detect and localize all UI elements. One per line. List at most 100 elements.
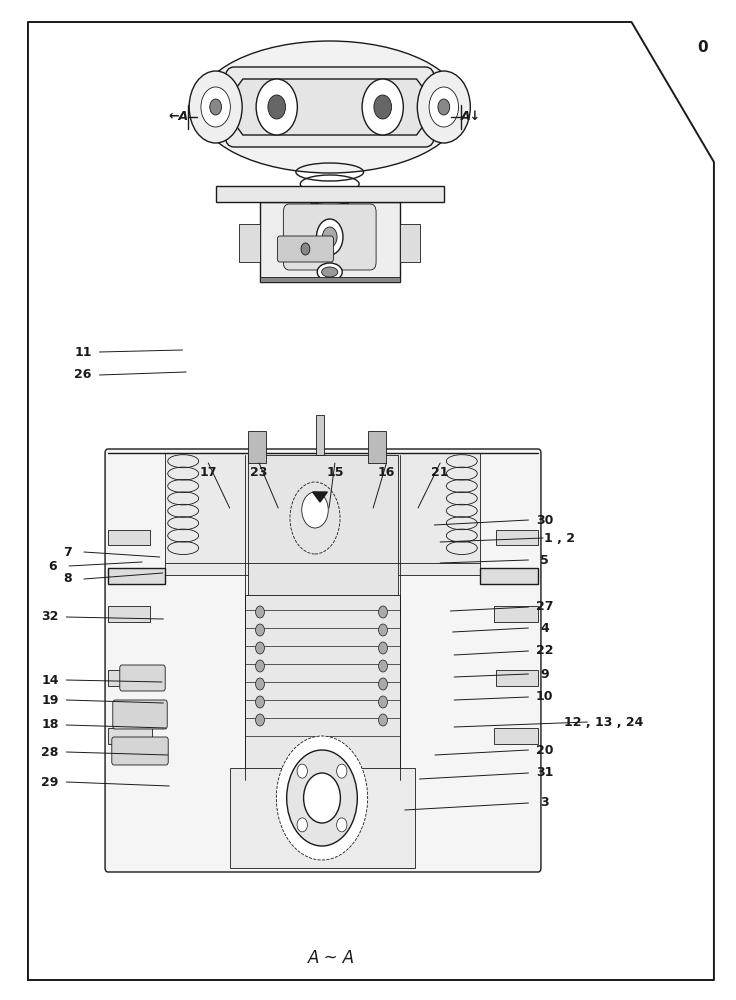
Bar — [260, 202, 400, 282]
Text: 22: 22 — [536, 645, 553, 658]
Circle shape — [277, 736, 368, 860]
Text: 28: 28 — [41, 746, 59, 758]
Circle shape — [301, 243, 310, 255]
Bar — [239, 224, 260, 262]
Circle shape — [297, 764, 308, 778]
Text: 3: 3 — [540, 796, 549, 810]
Text: 20: 20 — [536, 744, 553, 756]
Text: 12 , 13 , 24: 12 , 13 , 24 — [564, 716, 643, 728]
Circle shape — [438, 99, 450, 115]
FancyBboxPatch shape — [112, 737, 169, 765]
Circle shape — [378, 606, 387, 618]
Bar — [108, 670, 150, 686]
Circle shape — [362, 79, 403, 135]
Text: 21: 21 — [431, 466, 449, 480]
Circle shape — [287, 750, 357, 846]
Ellipse shape — [322, 267, 338, 277]
Text: 16: 16 — [378, 466, 395, 480]
Bar — [494, 606, 538, 622]
Circle shape — [378, 624, 387, 636]
Text: 32: 32 — [41, 610, 59, 624]
Bar — [248, 431, 266, 463]
Bar — [108, 606, 150, 622]
Circle shape — [297, 818, 308, 832]
Circle shape — [336, 764, 347, 778]
Bar — [316, 415, 325, 455]
Circle shape — [189, 71, 242, 143]
Circle shape — [429, 87, 459, 127]
Text: 5: 5 — [540, 554, 549, 566]
Bar — [496, 670, 538, 686]
Text: 0: 0 — [698, 39, 708, 54]
Text: 18: 18 — [41, 718, 59, 732]
Circle shape — [322, 227, 337, 247]
Ellipse shape — [317, 263, 342, 281]
FancyBboxPatch shape — [113, 700, 167, 729]
Text: 4: 4 — [540, 621, 549, 635]
Text: 1 , 2: 1 , 2 — [544, 532, 575, 544]
Text: 19: 19 — [41, 694, 59, 706]
Text: 27: 27 — [536, 600, 553, 613]
Bar — [480, 568, 538, 584]
Text: 31: 31 — [536, 766, 553, 780]
Text: 30: 30 — [536, 514, 553, 526]
Circle shape — [255, 642, 264, 654]
Circle shape — [374, 95, 392, 119]
Bar — [245, 595, 400, 770]
FancyBboxPatch shape — [120, 665, 165, 691]
Bar — [494, 728, 538, 744]
Circle shape — [201, 87, 230, 127]
Circle shape — [268, 95, 286, 119]
Circle shape — [417, 71, 470, 143]
Circle shape — [378, 714, 387, 726]
Circle shape — [255, 696, 264, 708]
Bar — [216, 186, 444, 202]
Bar — [400, 224, 420, 262]
Text: 14: 14 — [41, 674, 59, 687]
FancyBboxPatch shape — [277, 236, 333, 262]
Text: 11: 11 — [74, 346, 92, 359]
Circle shape — [378, 642, 387, 654]
Text: 9: 9 — [540, 668, 549, 681]
Bar — [260, 277, 400, 282]
Circle shape — [256, 79, 297, 135]
Circle shape — [336, 818, 347, 832]
Bar — [108, 728, 152, 744]
Polygon shape — [313, 492, 328, 502]
Circle shape — [378, 660, 387, 672]
Text: 7: 7 — [63, 546, 72, 558]
FancyBboxPatch shape — [283, 204, 376, 270]
Text: 15: 15 — [326, 466, 344, 480]
Bar — [248, 455, 398, 595]
Text: 23: 23 — [250, 466, 268, 480]
Polygon shape — [234, 79, 425, 135]
Bar — [108, 568, 165, 584]
Circle shape — [255, 714, 264, 726]
Circle shape — [378, 678, 387, 690]
Text: 10: 10 — [536, 690, 553, 704]
Circle shape — [255, 606, 264, 618]
Circle shape — [316, 219, 343, 255]
Circle shape — [302, 492, 328, 528]
Bar — [108, 530, 150, 545]
FancyBboxPatch shape — [225, 67, 434, 147]
Text: 8: 8 — [63, 572, 72, 585]
Text: 17: 17 — [199, 466, 217, 480]
Circle shape — [304, 773, 340, 823]
Text: 26: 26 — [74, 368, 92, 381]
Circle shape — [255, 660, 264, 672]
Text: 29: 29 — [41, 776, 59, 788]
FancyBboxPatch shape — [105, 449, 541, 872]
Text: A↓: A↓ — [461, 110, 481, 123]
Text: ←A: ←A — [169, 110, 189, 123]
Bar — [165, 453, 480, 575]
Ellipse shape — [197, 41, 462, 173]
Circle shape — [378, 696, 387, 708]
Circle shape — [255, 678, 264, 690]
Bar — [368, 431, 386, 463]
Circle shape — [210, 99, 222, 115]
Text: A ~ A: A ~ A — [308, 949, 355, 967]
Bar — [230, 768, 415, 868]
Text: 6: 6 — [49, 559, 57, 572]
Circle shape — [255, 624, 264, 636]
